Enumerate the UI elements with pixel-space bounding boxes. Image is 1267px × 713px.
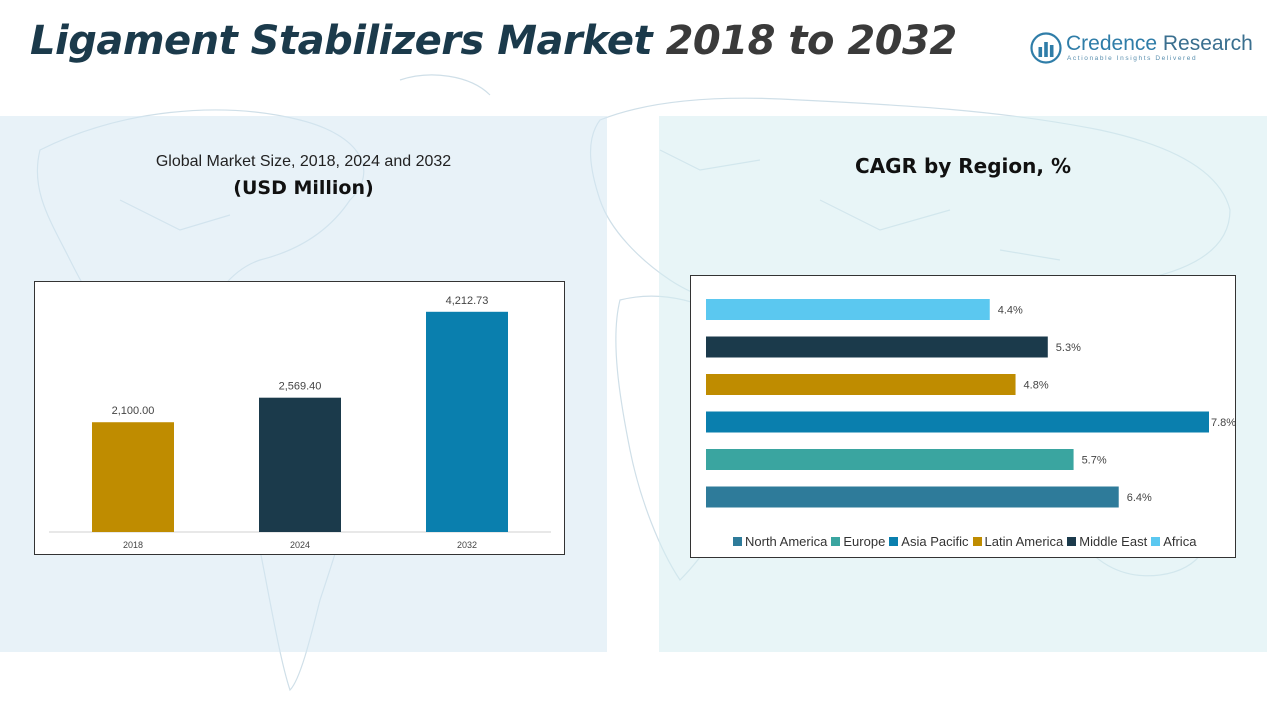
bar-2024 [259, 397, 341, 532]
cagr-value-label: 5.3% [1056, 342, 1081, 354]
cagr-title: CAGR by Region, % [855, 154, 1071, 178]
legend-label: Latin America [984, 533, 1064, 549]
legend-swatch [1067, 536, 1077, 546]
cagr-value-label: 4.4% [998, 305, 1023, 317]
logo-name-part-1: Credence [1066, 32, 1163, 55]
legend-swatch [889, 536, 899, 546]
legend-label: Middle East [1079, 533, 1148, 549]
market-size-chart-frame: 2,100.00 2018 2,569.40 2024 4,212.73 2032 [34, 281, 565, 555]
cagr-value-label: 5.7% [1082, 455, 1107, 467]
logo-name-part-2: Research [1162, 32, 1253, 55]
x-tick-label: 2018 [123, 540, 143, 550]
bar-value-label: 4,212.73 [446, 295, 489, 307]
cagr-chart-frame: 4.4% 5.3% 4.8% 7.8% 5.7% 6.4% [690, 275, 1236, 558]
cagr-bar-asia-pacific [706, 411, 1209, 433]
cagr-value-label: 7.8% [1211, 417, 1235, 429]
legend-label: Asia Pacific [901, 533, 969, 549]
legend-item: North America [733, 534, 827, 549]
bar-2018 [92, 422, 174, 532]
title-part-2: 2018 to 2032 [665, 18, 958, 64]
cagr-bar-middle-east [706, 336, 1048, 358]
legend-label: Europe [843, 533, 886, 549]
bar-value-label: 2,569.40 [279, 381, 322, 393]
credence-research-logo: Credence Research Actionable Insights De… [1030, 30, 1253, 66]
legend-label: Africa [1163, 533, 1197, 549]
title-part-1: Ligament Stabilizers Market [30, 18, 666, 64]
legend-swatch [831, 536, 841, 546]
cagr-bar-latin-america [706, 374, 1016, 395]
logo-name: Credence Research [1066, 32, 1253, 56]
page-title: Ligament Stabilizers Market 2018 to 2032 [30, 18, 957, 64]
legend-item: Africa [1151, 534, 1196, 549]
cagr-value-label: 6.4% [1127, 492, 1152, 504]
bar-2032 [426, 311, 508, 532]
cagr-chart: 4.4% 5.3% 4.8% 7.8% 5.7% 6.4% [706, 299, 1236, 508]
legend-label: North America [745, 533, 828, 549]
legend-item: Middle East [1067, 534, 1147, 549]
cagr-bar-europe [706, 449, 1074, 470]
legend-swatch [1151, 536, 1161, 546]
x-tick-label: 2024 [290, 540, 310, 550]
logo-tagline: Actionable Insights Delivered [1067, 55, 1198, 62]
legend-item: Latin America [972, 533, 1064, 549]
bar-value-label: 2,100.00 [112, 405, 155, 417]
legend-item: Europe [831, 534, 885, 549]
market-size-unit: (USD Million) [233, 177, 374, 199]
market-size-subtitle: Global Market Size, 2018, 2024 and 2032 [155, 153, 452, 170]
cagr-bar-africa [706, 299, 990, 320]
legend-swatch [972, 536, 982, 546]
legend-swatch [733, 536, 742, 546]
x-tick-label: 2032 [457, 540, 477, 550]
cagr-legend: North America Europe Asia Pacific Latin Ame… [733, 533, 1213, 549]
legend-item: Asia Pacific [889, 533, 969, 549]
market-size-chart: 2,100.00 2018 2,569.40 2024 4,212.73 2032 [49, 295, 551, 550]
cagr-value-label: 4.8% [1024, 380, 1049, 392]
cagr-bar-north-america [706, 486, 1119, 508]
logo-bars-icon [1030, 32, 1062, 64]
